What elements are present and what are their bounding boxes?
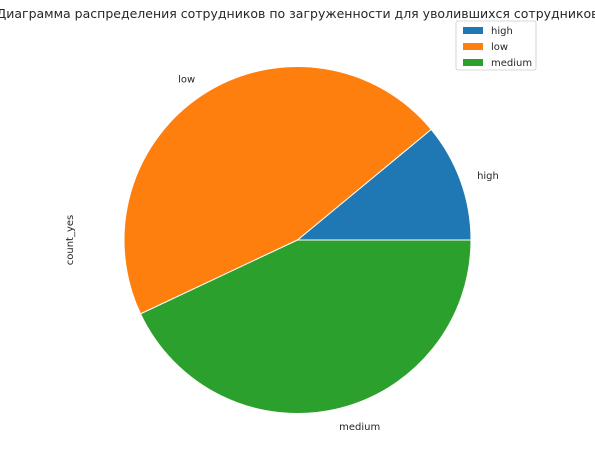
slice-labels: high low medium [178, 74, 499, 432]
y-axis-label: count_yes [65, 215, 76, 266]
legend-label-high: high [491, 26, 513, 37]
legend-label-low: low [491, 42, 508, 53]
pie-slice-high [296, 128, 472, 241]
legend: high low medium [455, 20, 537, 71]
slice-label-low: low [178, 74, 195, 85]
legend-swatch-medium [463, 59, 483, 66]
pie-slice-medium [139, 239, 472, 414]
pie-slices [123, 66, 472, 414]
legend-swatch-high [463, 27, 483, 34]
pie-slice-low [123, 66, 432, 315]
slice-label-medium: medium [339, 422, 380, 433]
slice-label-high: high [477, 171, 499, 182]
legend-label-medium: medium [491, 58, 532, 69]
legend-swatch-low [463, 43, 483, 50]
legend-items: high low medium [463, 26, 532, 69]
chart-title: Диаграмма распределения сотрудников по з… [0, 6, 595, 21]
